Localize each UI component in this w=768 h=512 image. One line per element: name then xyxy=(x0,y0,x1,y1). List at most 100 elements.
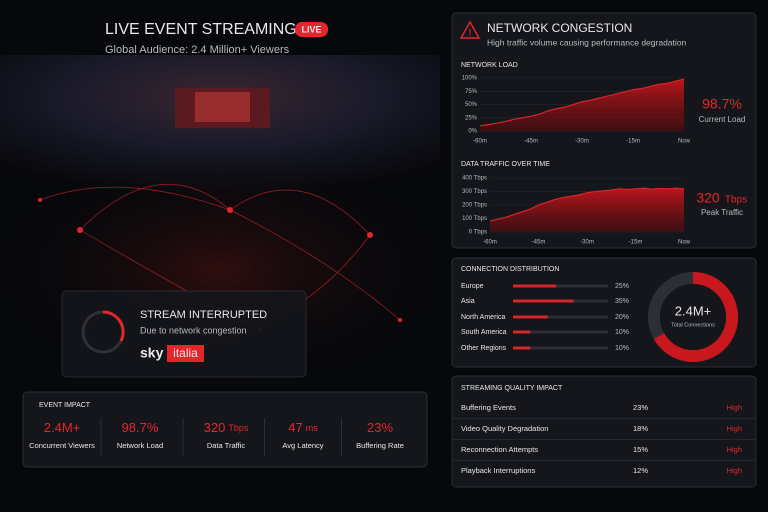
bar xyxy=(513,284,557,288)
congestion-title: NETWORK CONGESTION xyxy=(487,21,632,35)
impact-number: 320 xyxy=(204,420,226,435)
quality-level: High xyxy=(727,466,742,475)
region-label: Other Regions xyxy=(461,345,507,352)
area xyxy=(490,188,684,232)
interrupt-panel xyxy=(61,290,307,378)
bar-value: 10% xyxy=(615,329,629,336)
impact-number: 23% xyxy=(367,420,393,435)
x-tick-label: -15m xyxy=(626,139,640,145)
live-text: LIVE xyxy=(301,24,321,34)
region-label: Europe xyxy=(461,283,484,290)
impact-number: 2.4M+ xyxy=(44,420,81,435)
y-tick-label: 50% xyxy=(465,102,478,108)
impact-value: 320 Tbps xyxy=(204,420,249,435)
y-tick-label: 0% xyxy=(468,129,477,135)
traffic-stat-label: Peak Traffic xyxy=(701,208,743,217)
distribution-bars: Europe 25% Asia 35% North America 20% South Am… xyxy=(461,283,629,352)
impact-label: Concurrent Viewers xyxy=(29,441,95,450)
donut-label: Total Connections xyxy=(671,322,715,328)
bar-value: 25% xyxy=(615,283,629,290)
warning-icon xyxy=(459,20,481,39)
bar-track xyxy=(513,346,608,350)
traffic-title: DATA TRAFFIC OVER TIME xyxy=(461,161,550,168)
area xyxy=(480,79,684,131)
impact-unit: Tbps xyxy=(228,423,249,433)
y-tick-label: 0 Tbps xyxy=(469,230,487,236)
quality-level: High xyxy=(727,424,742,433)
region-label: North America xyxy=(461,314,505,321)
impact-value: 23% xyxy=(367,420,393,435)
x-tick-label: -30m xyxy=(580,240,594,246)
bar-track xyxy=(513,330,608,334)
bar xyxy=(513,346,531,350)
quality-value: 18% xyxy=(633,424,648,433)
bar-value: 35% xyxy=(615,298,629,305)
donut-total: 2.4M+ xyxy=(675,303,712,318)
impact-value: 2.4M+ xyxy=(44,420,81,435)
impact-number: 47 xyxy=(288,420,302,435)
congestion-subtitle: High traffic volume causing performance … xyxy=(487,37,687,47)
quality-metric: Playback Interruptions xyxy=(461,466,535,475)
quality-metric: Buffering Events xyxy=(461,403,516,412)
brand-tag-bg xyxy=(167,345,204,362)
impact-unit: ms xyxy=(306,423,318,433)
warning-mark: ! xyxy=(469,27,472,37)
donut-hole xyxy=(660,284,726,350)
y-tick-label: 100% xyxy=(462,76,478,82)
region-label: Asia xyxy=(461,298,475,305)
load-title: NETWORK LOAD xyxy=(461,62,518,69)
y-tick-label: 100 Tbps xyxy=(462,216,487,222)
region-label: South America xyxy=(461,329,507,336)
x-tick-label: -45m xyxy=(524,139,538,145)
impact-value: 47 ms xyxy=(288,420,318,435)
line xyxy=(489,187,685,222)
x-tick-label: -30m xyxy=(575,139,589,145)
traffic-stat-unit: Tbps xyxy=(725,195,747,206)
impact-label: Buffering Rate xyxy=(356,441,404,450)
y-tick-label: 300 Tbps xyxy=(462,189,487,195)
distribution-title: CONNECTION DISTRIBUTION xyxy=(461,266,559,273)
x-tick-label: Now xyxy=(678,240,691,246)
bar xyxy=(513,299,574,303)
quality-metric: Video Quality Degradation xyxy=(461,424,548,433)
quality-value: 15% xyxy=(633,445,648,454)
x-tick-label: -60m xyxy=(473,139,487,145)
impact-title: EVENT IMPACT xyxy=(39,402,91,409)
quality-level: High xyxy=(727,403,742,412)
stage-screen xyxy=(195,92,250,122)
bar-value: 20% xyxy=(615,314,629,321)
quality-panel xyxy=(451,375,757,488)
impact-number: 98.7% xyxy=(122,420,159,435)
bar-value: 10% xyxy=(615,345,629,352)
quality-value: 23% xyxy=(633,403,648,412)
line xyxy=(479,78,685,127)
x-tick-label: -15m xyxy=(629,240,643,246)
quality-metric: Reconnection Attempts xyxy=(461,445,538,454)
x-tick-label: -45m xyxy=(532,240,546,246)
quality-title: STREAMING QUALITY IMPACT xyxy=(461,385,563,392)
bar-track xyxy=(513,315,608,319)
traffic-stat: 320 xyxy=(696,190,720,206)
y-tick-label: 400 Tbps xyxy=(462,176,487,182)
impact-label: Avg Latency xyxy=(282,441,323,450)
impact-panel xyxy=(22,391,428,468)
quality-table: Buffering Events 23% High Video Quality Deg… xyxy=(452,403,756,475)
brand: sky xyxy=(140,345,164,361)
subtitle: Global Audience: 2.4 Million+ Viewers xyxy=(105,44,290,56)
load-stat-label: Current Load xyxy=(699,115,746,124)
quality-value: 12% xyxy=(633,466,648,475)
x-tick-label: -60m xyxy=(483,240,497,246)
quality-level: High xyxy=(727,445,742,454)
bar xyxy=(513,330,531,334)
impact-items: 2.4M+ Concurrent Viewers 98.7% Network Load… xyxy=(29,418,404,456)
load-stat: 98.7% xyxy=(702,96,742,112)
title: LIVE EVENT STREAMING xyxy=(105,21,297,38)
y-tick-label: 75% xyxy=(465,89,478,95)
impact-label: Network Load xyxy=(117,441,163,450)
brand-tag: italia xyxy=(173,346,198,360)
interrupt-title: STREAM INTERRUPTED xyxy=(140,309,267,321)
impact-value: 98.7% xyxy=(122,420,159,435)
bar-track xyxy=(513,284,608,288)
